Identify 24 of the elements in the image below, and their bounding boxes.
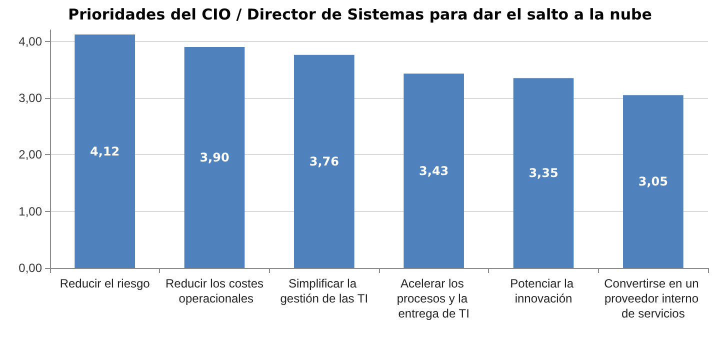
data-label: 3,35 (528, 166, 558, 180)
y-tick-label: 4,00 (18, 34, 42, 48)
bar (623, 95, 684, 268)
y-tick-label: 2,00 (18, 148, 42, 162)
bar (404, 74, 464, 268)
bar (74, 34, 135, 268)
y-tick-label: 0,00 (18, 261, 42, 275)
chart-title: Prioridades del CIO / Director de Sistemas para dar el salto a la nube (68, 6, 652, 24)
data-label: 4,12 (90, 144, 120, 158)
x-tick-label: Acelerar los procesos y la entrega de TI (396, 276, 471, 320)
x-tick-label: Potenciar la innovación (510, 276, 577, 306)
x-tick-label: Convertirse en un proveedor interno de servicios (604, 276, 702, 320)
bar (513, 78, 574, 268)
x-tick-label: Reducir los costes operacionales (165, 276, 264, 306)
x-tick-label: Reducir el riesgo (60, 276, 150, 290)
data-label: 3,90 (200, 150, 230, 164)
y-tick-label: 1,00 (18, 204, 42, 218)
bar (294, 54, 354, 268)
data-label: 3,76 (309, 154, 339, 168)
bar (184, 47, 245, 268)
y-tick-label: 3,00 (18, 91, 42, 105)
data-label: 3,05 (638, 174, 668, 189)
x-tick-label: Simplificar la gestión de las TI (280, 276, 368, 306)
data-label: 3,43 (419, 164, 449, 178)
